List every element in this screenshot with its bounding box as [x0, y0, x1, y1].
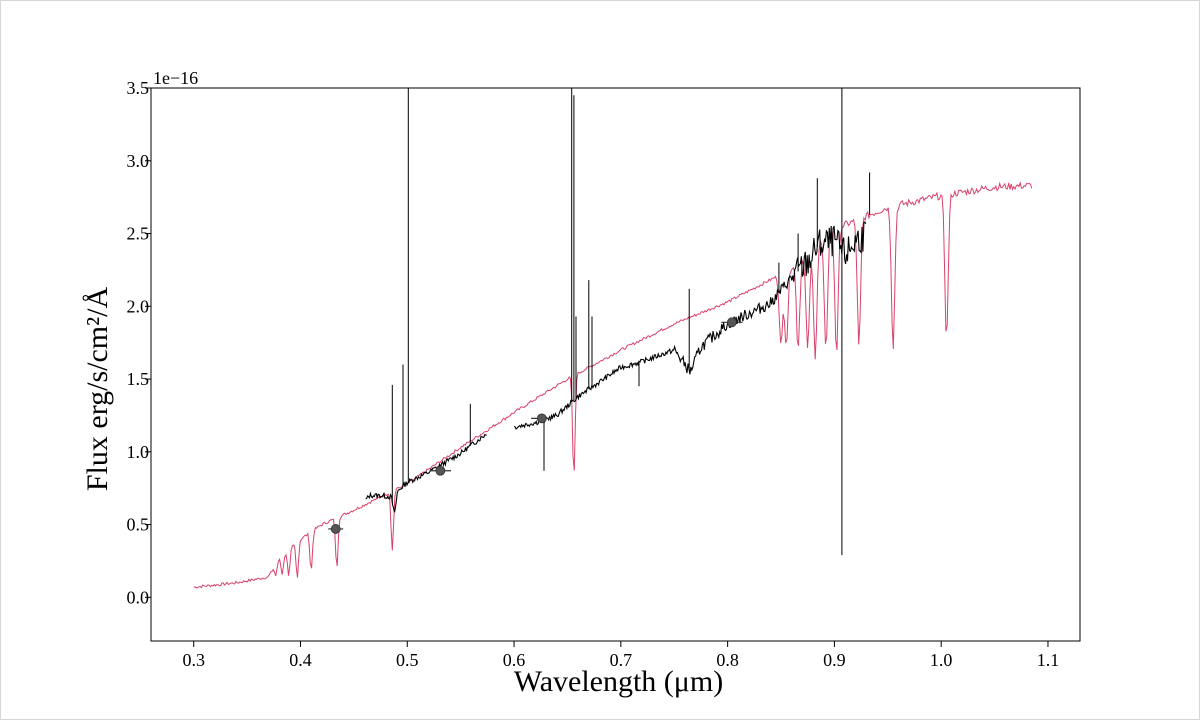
y-axis-title: Flux erg/s/cm²/Å	[81, 287, 114, 492]
x-tick-label: 0.3	[182, 650, 205, 670]
y-tick-label: 3.0	[127, 151, 150, 171]
y-tick-label: 0.5	[127, 515, 150, 535]
y-tick-label: 2.5	[127, 224, 150, 244]
photometry-point	[536, 413, 547, 424]
observed-spectrum-segment	[365, 433, 487, 513]
x-tick-label: 0.6	[503, 650, 526, 670]
y-tick-label: 3.5	[127, 78, 150, 98]
x-axis-title: Wavelength (μm)	[514, 665, 723, 698]
y-offset-label: 1e−16	[153, 68, 198, 88]
observed-spectrum-segment	[513, 221, 867, 430]
y-tick-label: 2.0	[127, 296, 150, 316]
x-tick-label: 0.9	[823, 650, 846, 670]
y-tick-label: 1.5	[127, 369, 150, 389]
x-tick-label: 0.8	[716, 650, 739, 670]
plot-frame	[150, 87, 1081, 642]
x-tick-label: 0.4	[289, 650, 312, 670]
x-tick-label: 1.1	[1037, 650, 1060, 670]
photometry-point	[726, 317, 737, 328]
x-tick-label: 1.0	[930, 650, 953, 670]
y-tick-label: 0.0	[127, 587, 150, 607]
y-tick-label: 1.0	[127, 442, 150, 462]
model-spectrum-line	[193, 181, 1033, 589]
x-tick-label: 0.7	[610, 650, 633, 670]
x-tick-label: 0.5	[396, 650, 419, 670]
photometry-point	[435, 465, 446, 476]
photometry-point	[330, 524, 341, 534]
